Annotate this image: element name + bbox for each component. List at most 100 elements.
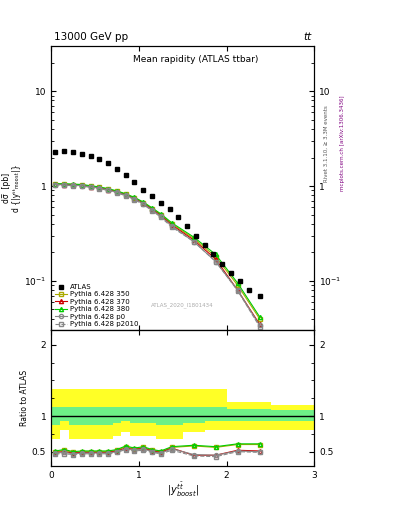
Pythia 6.428 380 <box>53 181 58 187</box>
Pythia 6.428 380 <box>169 220 174 226</box>
Pythia 6.428 370 <box>257 321 262 327</box>
Pythia 6.428 350 <box>106 186 110 192</box>
Line: Pythia 6.428 p2010: Pythia 6.428 p2010 <box>53 183 262 329</box>
Pythia 6.428 p0 <box>88 184 93 190</box>
Pythia 6.428 p2010 <box>150 208 154 214</box>
Pythia 6.428 350 <box>53 181 58 187</box>
Pythia 6.428 370 <box>158 212 163 219</box>
Pythia 6.428 370 <box>53 181 58 187</box>
Pythia 6.428 370 <box>106 186 110 193</box>
Pythia 6.428 p2010 <box>106 187 110 194</box>
Pythia 6.428 380 <box>132 195 137 201</box>
Pythia 6.428 380 <box>62 181 67 187</box>
Pythia 6.428 p0 <box>132 196 137 202</box>
Pythia 6.428 350 <box>191 236 196 242</box>
Pythia 6.428 370 <box>97 185 102 191</box>
Text: tt: tt <box>303 32 312 42</box>
Pythia 6.428 350 <box>169 221 174 227</box>
ATLAS <box>79 151 84 157</box>
X-axis label: $|y^{t\bar{t}}_{boost}|$: $|y^{t\bar{t}}_{boost}|$ <box>167 481 199 499</box>
Pythia 6.428 370 <box>235 287 240 293</box>
Pythia 6.428 p2010 <box>141 201 146 207</box>
ATLAS <box>88 153 93 159</box>
Pythia 6.428 p0 <box>79 183 84 189</box>
ATLAS <box>220 261 225 267</box>
Pythia 6.428 p0 <box>123 192 128 198</box>
Y-axis label: Ratio to ATLAS: Ratio to ATLAS <box>20 370 29 426</box>
Text: ATLAS_2020_I1801434: ATLAS_2020_I1801434 <box>151 302 214 308</box>
Text: Rivet 3.1.10, ≥ 3.3M events: Rivet 3.1.10, ≥ 3.3M events <box>324 105 329 182</box>
ATLAS <box>158 200 163 206</box>
Pythia 6.428 380 <box>235 280 240 286</box>
Pythia 6.428 p2010 <box>53 182 58 188</box>
Pythia 6.428 370 <box>213 256 218 262</box>
Pythia 6.428 p2010 <box>71 183 75 189</box>
Pythia 6.428 380 <box>213 251 218 258</box>
ATLAS <box>229 270 233 276</box>
Pythia 6.428 p2010 <box>115 190 119 196</box>
Pythia 6.428 p2010 <box>97 185 102 191</box>
Pythia 6.428 350 <box>150 205 154 211</box>
Pythia 6.428 350 <box>213 253 218 260</box>
ATLAS <box>194 232 198 239</box>
ATLAS <box>202 242 207 248</box>
Pythia 6.428 350 <box>115 188 119 195</box>
Pythia 6.428 370 <box>150 206 154 212</box>
Pythia 6.428 p0 <box>158 214 163 220</box>
Line: Pythia 6.428 350: Pythia 6.428 350 <box>53 182 262 321</box>
Pythia 6.428 380 <box>158 211 163 217</box>
Pythia 6.428 350 <box>235 282 240 288</box>
Pythia 6.428 p0 <box>150 207 154 213</box>
Pythia 6.428 p0 <box>71 182 75 188</box>
Line: Pythia 6.428 370: Pythia 6.428 370 <box>53 182 262 326</box>
ATLAS <box>257 292 262 298</box>
Pythia 6.428 p2010 <box>132 197 137 203</box>
Pythia 6.428 p2010 <box>235 288 240 294</box>
ATLAS <box>237 278 242 284</box>
Pythia 6.428 p0 <box>62 182 67 188</box>
ATLAS <box>167 206 172 212</box>
ATLAS <box>97 156 102 162</box>
Pythia 6.428 380 <box>123 190 128 197</box>
Pythia 6.428 p0 <box>235 287 240 293</box>
Pythia 6.428 p2010 <box>213 259 218 265</box>
Pythia 6.428 p0 <box>97 185 102 191</box>
Text: 13000 GeV pp: 13000 GeV pp <box>54 32 128 42</box>
Pythia 6.428 p2010 <box>88 184 93 190</box>
Pythia 6.428 p0 <box>115 189 119 196</box>
Pythia 6.428 370 <box>115 189 119 195</box>
Text: mcplots.cern.ch [arXiv:1306.3436]: mcplots.cern.ch [arXiv:1306.3436] <box>340 96 345 191</box>
Pythia 6.428 p2010 <box>79 183 84 189</box>
Pythia 6.428 350 <box>71 181 75 187</box>
Pythia 6.428 p0 <box>191 239 196 245</box>
Pythia 6.428 370 <box>79 182 84 188</box>
Line: Pythia 6.428 p0: Pythia 6.428 p0 <box>53 182 262 327</box>
ATLAS <box>211 251 216 258</box>
Pythia 6.428 370 <box>141 200 146 206</box>
Pythia 6.428 380 <box>88 183 93 189</box>
Pythia 6.428 380 <box>71 181 75 187</box>
ATLAS <box>71 149 75 155</box>
Pythia 6.428 380 <box>191 234 196 240</box>
Pythia 6.428 370 <box>169 222 174 228</box>
Pythia 6.428 370 <box>71 182 75 188</box>
Pythia 6.428 350 <box>88 183 93 189</box>
Pythia 6.428 350 <box>79 182 84 188</box>
Pythia 6.428 350 <box>132 195 137 201</box>
Pythia 6.428 p2010 <box>62 182 67 188</box>
Line: ATLAS: ATLAS <box>53 148 262 298</box>
Line: Pythia 6.428 380: Pythia 6.428 380 <box>53 182 262 318</box>
ATLAS <box>53 149 58 155</box>
ATLAS <box>62 148 67 154</box>
Pythia 6.428 380 <box>115 188 119 194</box>
Pythia 6.428 350 <box>158 211 163 218</box>
Pythia 6.428 350 <box>62 181 67 187</box>
Pythia 6.428 p0 <box>53 181 58 187</box>
Pythia 6.428 370 <box>62 181 67 187</box>
ATLAS <box>185 223 189 229</box>
Y-axis label: dσ̅  [pb]
d {|yᵗᵗₘₒₒₛₜ|}: dσ̅ [pb] d {|yᵗᵗₘₒₒₛₜ|} <box>2 164 21 212</box>
Pythia 6.428 350 <box>97 184 102 190</box>
Text: Mean rapidity (ATLAS ttbar): Mean rapidity (ATLAS ttbar) <box>133 55 259 63</box>
ATLAS <box>150 193 154 199</box>
Pythia 6.428 370 <box>88 183 93 189</box>
